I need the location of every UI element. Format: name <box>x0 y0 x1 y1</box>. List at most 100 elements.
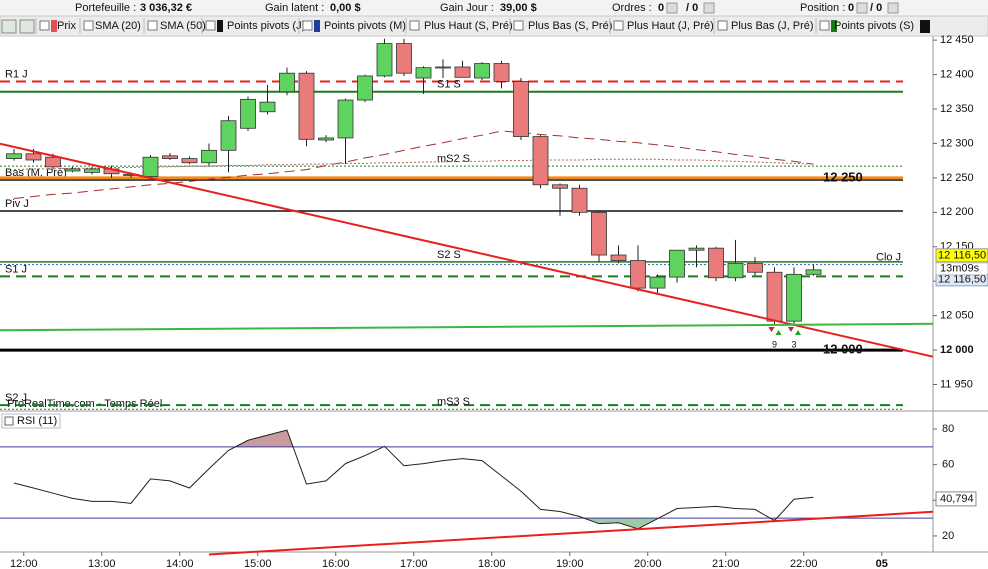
sma-line <box>13 130 814 200</box>
icon[interactable] <box>887 2 899 14</box>
y-tick-label: 11 950 <box>940 378 973 390</box>
value: / 0 <box>870 2 882 14</box>
candle-body <box>571 187 588 213</box>
trendline <box>0 322 934 332</box>
candle-body <box>318 137 334 141</box>
y-tick-label: 12 200 <box>940 206 974 218</box>
label: Gain Jour : <box>440 2 494 14</box>
candle-body <box>435 66 451 69</box>
level-label: S2 J <box>5 392 27 404</box>
candle-body <box>747 262 763 273</box>
checkbox[interactable] <box>717 20 728 31</box>
checkbox[interactable] <box>302 20 313 31</box>
y-tick-label: 80 <box>942 423 954 435</box>
candle-body <box>6 153 22 160</box>
candle-body <box>610 254 627 261</box>
y-tick-label: 12 050 <box>940 310 974 322</box>
candle-body <box>805 269 822 275</box>
candle-body <box>25 153 42 161</box>
checkbox[interactable] <box>513 20 524 31</box>
checkbox[interactable] <box>409 20 420 31</box>
y-tick-label: 12 250 <box>940 172 974 184</box>
rsi-zone-fill <box>14 518 814 529</box>
candle-body <box>532 136 549 186</box>
candle-body <box>415 67 432 79</box>
level-label: S1 J <box>5 263 27 275</box>
candle-body <box>727 262 744 279</box>
y-tick-label: 12 350 <box>940 103 974 115</box>
checkbox[interactable] <box>613 20 624 31</box>
candle-body <box>688 247 705 251</box>
candle-body <box>669 249 685 278</box>
checkbox[interactable] <box>819 20 830 31</box>
x-tick-label: 05 <box>876 558 888 569</box>
icon[interactable] <box>856 2 868 14</box>
toolbar-icon[interactable] <box>19 19 35 34</box>
toolbar-item[interactable]: Points pivots (S) <box>834 20 914 32</box>
candle-body <box>220 120 237 151</box>
y-tick-label: 12 450 <box>940 34 974 46</box>
y-tick-label: 12 300 <box>940 137 974 149</box>
rsi-line <box>13 429 814 530</box>
toolbar-item[interactable]: Plus Haut (S, Pré) <box>424 20 513 32</box>
checkbox[interactable] <box>147 20 158 31</box>
x-tick-label: 17:00 <box>400 558 428 569</box>
candle-body <box>162 155 178 160</box>
signal-arrow <box>768 327 775 332</box>
toolbar-item[interactable]: Plus Bas (J, Pré) <box>731 20 814 32</box>
y-tick-label: 20 <box>942 530 954 542</box>
value: 0,00 $ <box>330 2 361 14</box>
value-box <box>935 491 977 507</box>
countdown-box <box>935 262 988 276</box>
toolbar-icon[interactable] <box>1 19 17 34</box>
candle-body <box>240 98 256 129</box>
icon[interactable] <box>703 2 715 14</box>
value: / 0 <box>686 2 698 14</box>
x-tick-label: 20:00 <box>634 558 662 569</box>
candle-body <box>630 260 646 289</box>
checkbox[interactable] <box>205 20 216 31</box>
sma-line <box>13 158 814 171</box>
checkbox[interactable] <box>39 20 50 31</box>
toolbar-item[interactable]: Plus Haut (J, Pré) <box>627 20 714 32</box>
level-label: mS3 S <box>437 396 470 408</box>
watermark: ProRealTime.com - Temps Réel <box>7 398 162 410</box>
x-tick-label: 18:00 <box>478 558 506 569</box>
x-tick-label: 19:00 <box>556 558 584 569</box>
candle-body <box>708 247 724 279</box>
candle-body <box>45 156 61 168</box>
toolbar-item[interactable]: Points pivots (M) <box>324 20 406 32</box>
icon[interactable] <box>666 2 678 14</box>
candle-body <box>786 273 802 322</box>
y-tick-label: 12 000 <box>940 344 974 356</box>
candle-body <box>64 168 81 172</box>
swatch <box>217 20 223 32</box>
label: Position : <box>800 2 845 14</box>
level-label: mS2 S <box>437 153 470 165</box>
checkbox[interactable] <box>4 416 14 426</box>
toolbar-item[interactable]: Points pivots (J) <box>227 20 305 32</box>
checkbox[interactable] <box>83 20 94 31</box>
level-label: S2 S <box>437 249 461 261</box>
candle-body <box>513 81 529 137</box>
toolbar-item[interactable]: Prix <box>57 20 76 32</box>
x-tick-label: 16:00 <box>322 558 350 569</box>
toolbar-icon[interactable] <box>920 20 930 33</box>
toolbar-item[interactable]: SMA (50) <box>160 20 206 32</box>
price-label: 12 116,50 <box>938 250 986 262</box>
value-label: 40,794 <box>940 493 974 505</box>
toolbar-item[interactable]: Plus Bas (S, Pré) <box>528 20 612 32</box>
candle-body <box>766 271 783 322</box>
annotation: 9 <box>772 339 777 349</box>
toolbar-item[interactable]: SMA (20) <box>95 20 141 32</box>
candle-body <box>454 66 471 78</box>
candle-body <box>337 99 354 139</box>
label: Ordres : <box>612 2 652 14</box>
value: 3 036,32 € <box>140 2 192 14</box>
candle-body <box>181 158 198 164</box>
label: Portefeuille : <box>75 2 136 14</box>
swatch <box>314 20 320 32</box>
value: 39,00 $ <box>500 2 537 14</box>
annotation: 3 <box>791 339 796 349</box>
